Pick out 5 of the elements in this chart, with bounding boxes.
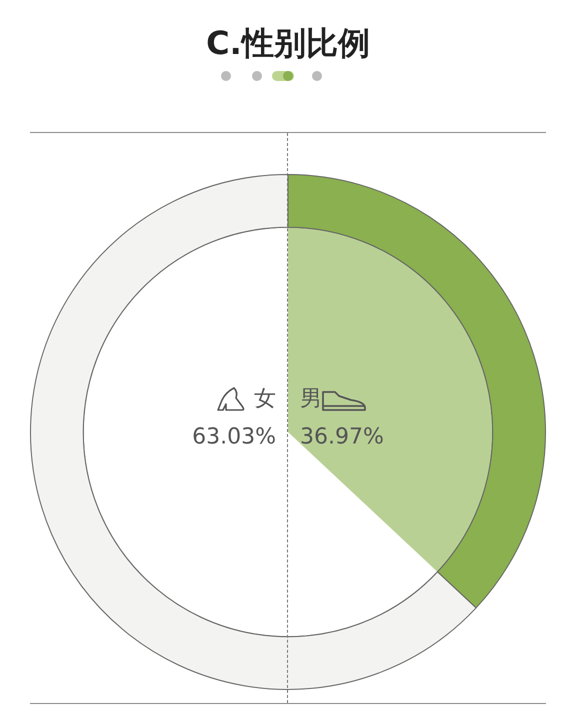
- data-label: 63.03%: [192, 424, 276, 450]
- data-label: 36.97%: [300, 424, 384, 450]
- slice-label: 女: [254, 386, 276, 412]
- slice-label: 男: [300, 386, 322, 412]
- chart-title: C.性别比例: [205, 23, 371, 64]
